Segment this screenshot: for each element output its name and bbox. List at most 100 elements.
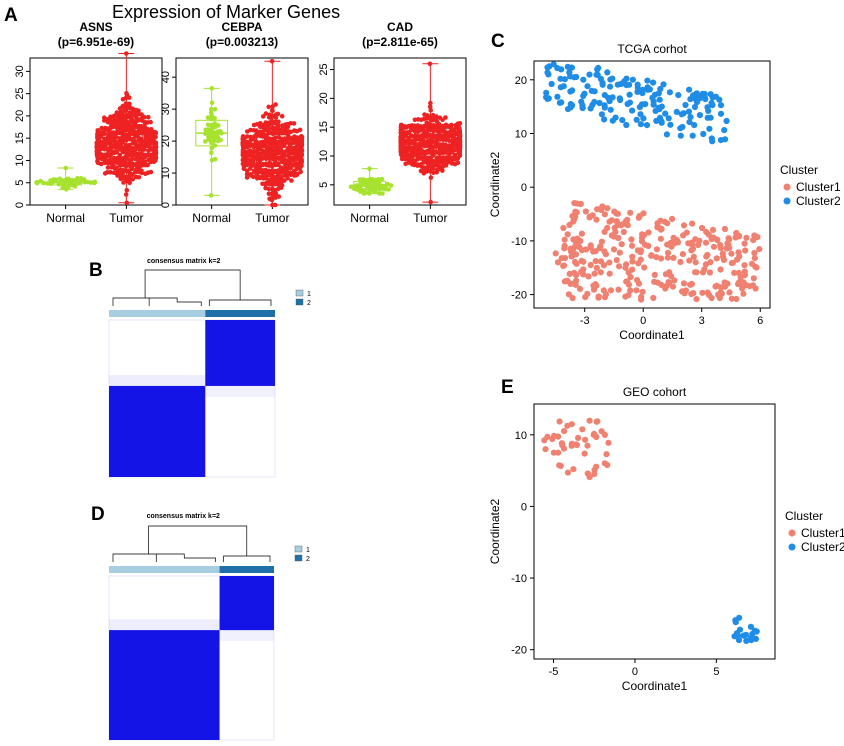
data-point bbox=[241, 134, 246, 139]
data-point bbox=[717, 102, 725, 109]
data-point bbox=[573, 441, 580, 448]
data-point bbox=[449, 122, 454, 128]
x-tick-label: Tumor bbox=[255, 211, 289, 225]
data-point bbox=[753, 264, 760, 271]
data-point bbox=[543, 89, 550, 96]
data-point bbox=[206, 134, 211, 140]
data-point bbox=[153, 134, 158, 140]
data-point bbox=[586, 214, 593, 221]
data-point bbox=[749, 282, 757, 289]
data-point bbox=[285, 124, 291, 129]
data-point bbox=[260, 114, 266, 119]
data-point bbox=[561, 236, 568, 243]
data-point bbox=[403, 153, 409, 158]
boxplot-cebpa: CEBPA(p=0.003213) 0 10 20 30 40 Normal Tumor bbox=[160, 20, 309, 225]
data-point bbox=[594, 66, 601, 73]
data-point bbox=[692, 259, 699, 266]
data-point bbox=[545, 95, 552, 102]
data-point bbox=[723, 245, 730, 252]
data-point bbox=[580, 76, 587, 83]
y-tick-label: 5 bbox=[318, 182, 330, 188]
data-point bbox=[665, 279, 672, 286]
data-point bbox=[48, 178, 53, 183]
data-point bbox=[696, 95, 703, 102]
data-point bbox=[651, 271, 658, 278]
data-point bbox=[721, 279, 728, 286]
data-point bbox=[412, 138, 418, 144]
legend-title: Cluster bbox=[785, 509, 823, 523]
x-axis-label: Coordinate1 bbox=[619, 328, 685, 342]
legend-swatch-cluster2 bbox=[788, 543, 796, 551]
data-point bbox=[248, 137, 254, 143]
data-point bbox=[117, 106, 123, 111]
data-point bbox=[560, 262, 568, 269]
dendrogram-root bbox=[148, 525, 248, 552]
data-point bbox=[120, 97, 126, 102]
data-point bbox=[728, 260, 736, 267]
data-point bbox=[601, 211, 609, 218]
data-point bbox=[542, 446, 549, 453]
data-point bbox=[728, 295, 735, 302]
panel-label-d: D bbox=[91, 504, 105, 525]
data-point bbox=[654, 224, 661, 231]
data-point bbox=[203, 139, 208, 144]
heatmap-block-cluster2 bbox=[205, 320, 275, 386]
data-point bbox=[652, 107, 659, 114]
chart-title: TCGA corhot bbox=[617, 42, 687, 56]
data-point bbox=[406, 160, 412, 165]
data-point bbox=[258, 130, 263, 136]
y-tick-label: 20 bbox=[515, 75, 527, 87]
data-point bbox=[440, 168, 445, 173]
data-point bbox=[209, 86, 215, 91]
data-point bbox=[639, 231, 646, 238]
data-point bbox=[751, 249, 758, 257]
data-point bbox=[294, 172, 299, 178]
data-point bbox=[654, 279, 661, 286]
data-point bbox=[628, 236, 635, 243]
data-point bbox=[728, 250, 735, 257]
data-point bbox=[717, 244, 724, 251]
data-point bbox=[299, 144, 304, 149]
data-point bbox=[298, 156, 304, 161]
chart-title: CEBPA bbox=[221, 20, 262, 34]
data-point bbox=[569, 246, 577, 253]
data-point bbox=[619, 117, 626, 124]
data-point bbox=[571, 258, 579, 266]
legend-label-cluster1: Cluster1 bbox=[796, 180, 841, 194]
y-tick-label: 30 bbox=[14, 65, 26, 77]
data-point bbox=[701, 266, 708, 273]
x-tick-label: Normal bbox=[350, 211, 389, 225]
data-point bbox=[422, 155, 428, 161]
figure-title: Expression of Marker Genes bbox=[112, 2, 340, 22]
data-point bbox=[658, 255, 665, 262]
data-point bbox=[687, 114, 694, 121]
data-point bbox=[561, 255, 569, 262]
data-point bbox=[424, 134, 430, 140]
data-point bbox=[716, 294, 723, 302]
data-point bbox=[603, 451, 610, 458]
x-tick-label: -3 bbox=[580, 315, 590, 327]
y-tick-label: -20 bbox=[511, 290, 527, 302]
data-point bbox=[272, 155, 278, 161]
data-point bbox=[607, 106, 614, 113]
data-point bbox=[587, 105, 594, 112]
data-point bbox=[424, 120, 430, 125]
data-point bbox=[376, 180, 382, 186]
data-point bbox=[425, 138, 431, 144]
data-point bbox=[142, 147, 147, 152]
y-tick-label: 15 bbox=[318, 121, 330, 133]
data-point bbox=[595, 294, 602, 301]
data-point bbox=[145, 162, 150, 168]
data-point bbox=[294, 139, 300, 144]
data-point bbox=[399, 143, 404, 149]
data-point bbox=[456, 125, 462, 131]
data-point bbox=[446, 144, 451, 150]
data-point bbox=[616, 263, 623, 270]
plot-frame bbox=[175, 57, 309, 206]
data-point bbox=[92, 180, 97, 185]
data-point bbox=[613, 210, 620, 217]
data-point bbox=[650, 79, 657, 86]
data-point bbox=[452, 152, 458, 158]
data-point bbox=[124, 138, 129, 143]
data-point bbox=[115, 168, 120, 173]
